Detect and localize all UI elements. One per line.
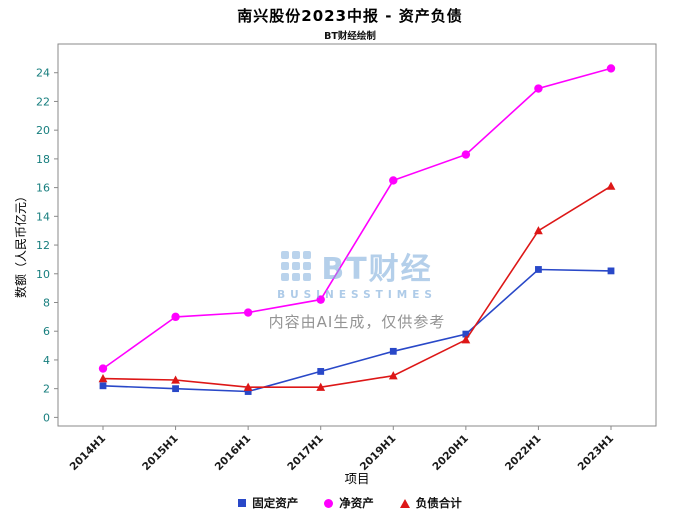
series-line-2 bbox=[102, 185, 612, 389]
y-tick-label: 2 bbox=[43, 383, 50, 396]
data-marker-square bbox=[535, 266, 542, 273]
data-marker-circle bbox=[389, 176, 398, 185]
data-marker-square bbox=[244, 388, 252, 395]
data-marker-circle bbox=[606, 64, 616, 73]
chart-subtitle: BT财经绘制 bbox=[324, 31, 376, 42]
data-marker-square bbox=[389, 347, 397, 355]
data-marker-circle bbox=[316, 295, 325, 304]
data-marker-circle bbox=[98, 364, 108, 373]
data-marker-square bbox=[462, 330, 470, 338]
data-marker-triangle bbox=[98, 374, 108, 383]
y-tick-label: 18 bbox=[36, 153, 50, 166]
y-tick-label: 12 bbox=[36, 239, 50, 252]
legend-item-2: 负债合计 bbox=[399, 495, 462, 511]
y-tick-label: 24 bbox=[36, 67, 50, 80]
data-marker-square bbox=[172, 385, 179, 393]
y-tick-label: 14 bbox=[36, 210, 50, 223]
data-marker-square bbox=[99, 382, 107, 390]
series-line-1 bbox=[102, 67, 612, 370]
y-tick-label: 16 bbox=[36, 182, 50, 195]
square-marker-icon bbox=[238, 499, 247, 507]
y-tick-label: 20 bbox=[36, 124, 50, 137]
data-marker-triangle bbox=[534, 226, 543, 235]
data-marker-triangle bbox=[243, 382, 253, 391]
y-tick-label: 4 bbox=[43, 354, 50, 367]
y-tick-label: 22 bbox=[36, 95, 50, 108]
data-marker-square bbox=[317, 368, 325, 375]
legend-label: 固定资产 bbox=[252, 496, 299, 510]
plot-frame bbox=[57, 43, 657, 427]
y-tick-label: 6 bbox=[43, 325, 50, 338]
legend-label: 负债合计 bbox=[415, 496, 462, 510]
circle-marker-icon bbox=[324, 498, 334, 508]
data-marker-triangle bbox=[388, 371, 398, 380]
data-marker-triangle bbox=[171, 375, 180, 384]
data-marker-circle bbox=[461, 150, 471, 159]
legend-item-1: 净资产 bbox=[324, 495, 374, 511]
y-tick-label: 0 bbox=[43, 411, 50, 424]
data-marker-square bbox=[607, 267, 615, 275]
series-line-0 bbox=[102, 268, 612, 393]
data-marker-triangle bbox=[606, 181, 616, 190]
x-axis-label: 项目 bbox=[344, 471, 370, 486]
legend-label: 净资产 bbox=[339, 496, 374, 510]
triangle-marker-icon bbox=[399, 498, 410, 508]
chart-title: 南兴股份2023中报 - 资产负债 bbox=[237, 7, 463, 25]
legend: 固定资产 净资产 负债合计 bbox=[0, 495, 700, 511]
legend-item-0: 固定资产 bbox=[238, 495, 298, 511]
data-marker-triangle bbox=[316, 382, 326, 391]
y-tick-label: 10 bbox=[36, 268, 50, 281]
data-marker-circle bbox=[243, 308, 253, 317]
data-marker-triangle bbox=[461, 335, 471, 344]
y-tick-label: 8 bbox=[43, 296, 50, 309]
data-marker-circle bbox=[534, 84, 543, 93]
data-marker-circle bbox=[171, 312, 180, 322]
